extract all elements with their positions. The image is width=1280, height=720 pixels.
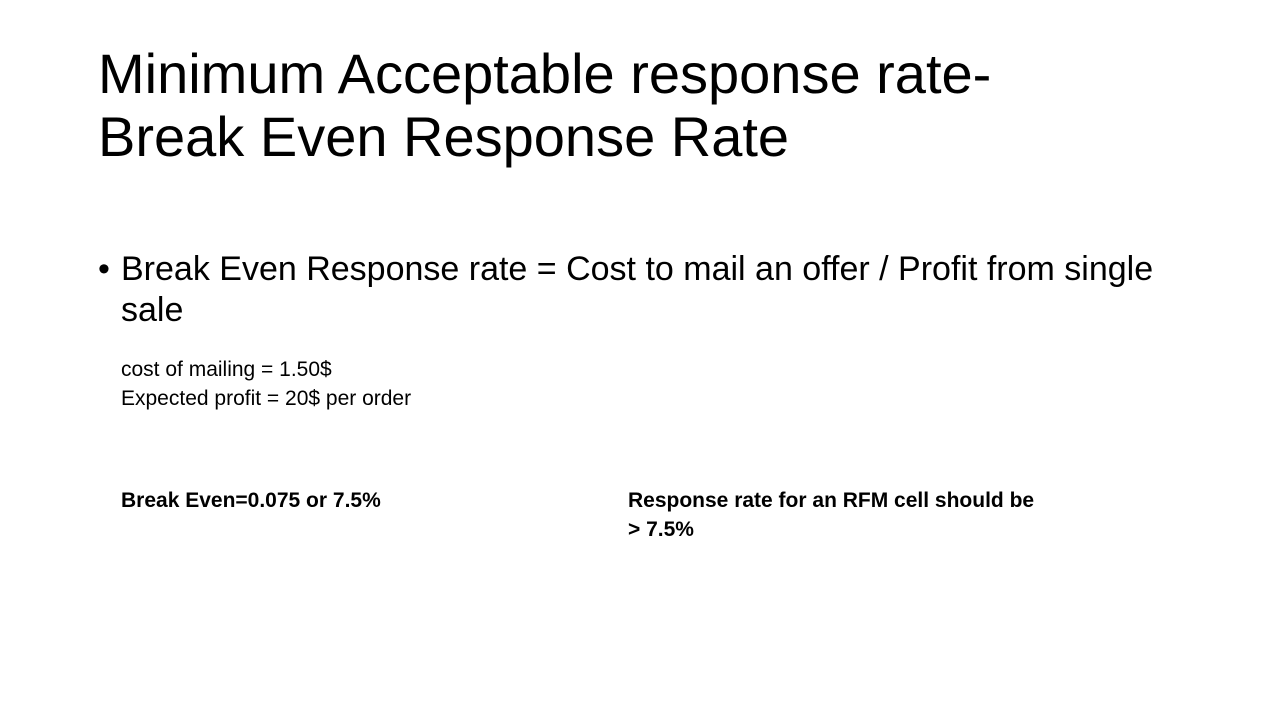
slide-title-line-2: Break Even Response Rate: [98, 105, 790, 168]
rfm-conclusion: Response rate for an RFM cell should be …: [628, 486, 1108, 544]
bullet-point: • Break Even Response rate = Cost to mai…: [98, 249, 1178, 331]
mailing-details: cost of mailing = 1.50$ Expected profit …: [121, 355, 411, 413]
expected-profit: Expected profit = 20$ per order: [121, 387, 412, 410]
cost-of-mailing: cost of mailing = 1.50$: [121, 358, 332, 381]
break-even-result: Break Even=0.075 or 7.5%: [121, 489, 381, 512]
slide-title: Minimum Acceptable response rate- Break …: [98, 42, 1198, 168]
rfm-conclusion-line-2: > 7.5%: [628, 518, 694, 541]
bullet-marker: •: [98, 250, 110, 288]
rfm-conclusion-line-1: Response rate for an RFM cell should be: [628, 489, 1035, 512]
bullet-text: Break Even Response rate = Cost to mail …: [121, 250, 1154, 329]
slide-title-line-1: Minimum Acceptable response rate-: [98, 42, 992, 105]
